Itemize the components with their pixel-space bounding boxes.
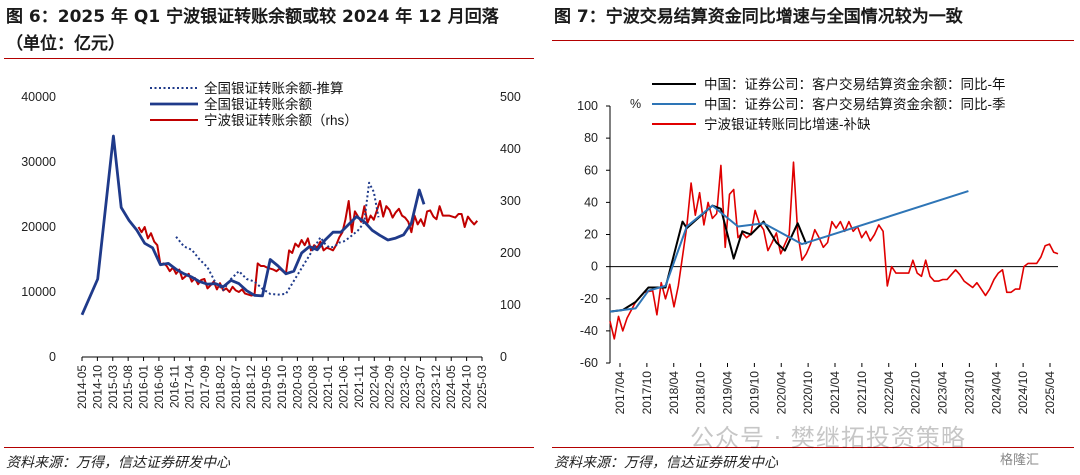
watermark: 公众号 · 樊继拓投资策略	[690, 424, 966, 452]
x-tick-label: 2020-03	[290, 365, 304, 409]
series-line-2	[80, 134, 426, 316]
y-tick-label: -40	[580, 324, 598, 338]
left-title-rule	[4, 58, 534, 59]
x-tick-label: 2019-05	[260, 365, 274, 409]
y-right-tick-label: 500	[500, 90, 521, 104]
x-tick-label: 2018-07	[229, 365, 243, 409]
y-tick-label: 20	[584, 228, 598, 242]
x-tick-label: 2023-07	[413, 365, 427, 409]
right-figure: 图 7：宁波交易结算资金同比增速与全国情况较为一致 -60 -40 -20 0 20 40…	[548, 0, 1080, 475]
x-tick-label: 2014-05	[75, 365, 89, 409]
series-line-3	[609, 161, 1059, 340]
x-tick-label: 2025-03	[475, 365, 489, 409]
legend-label-3: 宁波银证转账同比增速-补缺	[704, 116, 871, 132]
x-tick-label: 2019/10	[747, 371, 761, 415]
y-tick-label: 40	[584, 195, 598, 209]
series-line-1	[609, 204, 808, 313]
legend-label-2: 中国：证券公司：客户交易结算资金余额：同比-季	[704, 96, 1006, 112]
right-title-rule	[552, 40, 1074, 41]
x-tick-label: 2022/10	[909, 371, 923, 415]
y-left-tick-label: 10000	[21, 285, 56, 299]
x-tick-label: 2017-09	[198, 365, 212, 409]
y-right-tick-label: 100	[500, 298, 521, 312]
left-source: 资料来源：万得，信达证券研发中心	[6, 455, 230, 471]
y-right-tick-label: 200	[500, 246, 521, 260]
x-tick-label: 2019-10	[275, 365, 289, 409]
x-tick-label: 2021-11	[352, 365, 366, 408]
x-tick-label: 2016-01	[137, 365, 151, 409]
left-source-rule	[4, 447, 534, 448]
legend-label-1: 全国银证转账余额-推算	[204, 80, 344, 96]
y-tick-label: -60	[580, 356, 598, 370]
x-tick-label: 2022-04	[367, 365, 381, 409]
x-tick-label: 2018/04	[667, 371, 681, 415]
x-tick-label: 2024/10	[1016, 371, 1030, 415]
x-tick-label: 2014-10	[90, 365, 104, 409]
right-source-rule	[552, 447, 1074, 448]
x-tick-label: 2015-08	[121, 365, 135, 409]
x-tick-label: 2019/04	[721, 371, 735, 415]
y-tick-label: 60	[584, 163, 598, 177]
y-unit-label: %	[630, 97, 641, 111]
right-source: 资料来源：万得，信达证券研发中心	[554, 455, 778, 471]
x-tick-label: 2022/04	[882, 371, 896, 415]
x-tick-label: 2023-12	[429, 365, 443, 409]
x-tick-label: 2017-04	[183, 365, 197, 409]
left-figure: 图 6：2025 年 Q1 宁波银证转账余额或较 2024 年 12 月回落（单…	[4, 7, 534, 471]
x-tick-label: 2023/10	[962, 371, 976, 415]
x-tick-label: 2016-06	[152, 365, 166, 409]
x-tick-label: 2021-06	[337, 365, 351, 409]
y-right-tick-label: 0	[500, 350, 507, 364]
x-tick-label: 2020/04	[774, 371, 788, 415]
y-left-tick-label: 30000	[21, 155, 56, 169]
x-tick-label: 2015-03	[106, 365, 120, 409]
x-tick-label: 2017/10	[640, 371, 654, 415]
gelonghui-badge: 格隆汇	[1000, 453, 1040, 468]
right-chart: -60 -40 -20 0 20 40 60 80 100 % 2017/04 2017/10 2018…	[577, 76, 1059, 415]
y-tick-label: -20	[580, 292, 598, 306]
x-tick-label: 2023-02	[398, 365, 412, 409]
left-figure-title: 图 6：2025 年 Q1 宁波银证转账余额或较 2024 年 12 月回落（单…	[6, 7, 499, 54]
y-left-tick-label: 40000	[21, 90, 56, 104]
x-tick-label: 2017/04	[613, 371, 627, 415]
x-tick-label: 2018-02	[213, 365, 227, 409]
x-tick-label: 2021/04	[828, 371, 842, 415]
series-line-2	[609, 190, 969, 313]
x-tick-label: 2021-01	[321, 365, 335, 409]
x-tick-label: 2020-08	[306, 365, 320, 409]
x-tick-label: 2023/04	[936, 371, 950, 415]
x-tick-label: 2020/10	[801, 371, 815, 415]
x-tick-label: 2022-09	[383, 365, 397, 409]
y-left-tick-label: 0	[49, 350, 56, 364]
y-tick-label: 100	[577, 99, 598, 113]
y-right-tick-label: 300	[500, 194, 521, 208]
x-tick-label: 2024/04	[989, 371, 1003, 415]
x-tick-label: 2025/04	[1043, 371, 1057, 415]
x-tick-label: 2024-10	[460, 365, 474, 409]
legend-label-3: 宁波银证转账余额（rhs）	[204, 112, 358, 128]
x-tick-label: 2016-11	[167, 365, 181, 408]
right-figure-title: 图 7：宁波交易结算资金同比增速与全国情况较为一致	[554, 7, 963, 27]
x-tick-label: 2018/10	[694, 371, 708, 415]
legend-label-2: 全国银证转账余额	[204, 96, 312, 112]
y-tick-label: 80	[584, 131, 598, 145]
y-right-tick-label: 400	[500, 142, 521, 156]
legend-label-1: 中国：证券公司：客户交易结算资金余额：同比-年	[704, 76, 1006, 92]
y-left-tick-label: 20000	[21, 220, 56, 234]
x-tick-label: 2018-12	[244, 365, 258, 409]
y-tick-label: 0	[591, 260, 598, 274]
left-chart: 2014-05 2014-10 2015-03 2015-08 2016-01 2016-…	[21, 80, 521, 409]
x-tick-label: 2024-05	[444, 365, 458, 409]
x-tick-label: 2021/10	[855, 371, 869, 415]
series-line-1	[175, 181, 380, 296]
